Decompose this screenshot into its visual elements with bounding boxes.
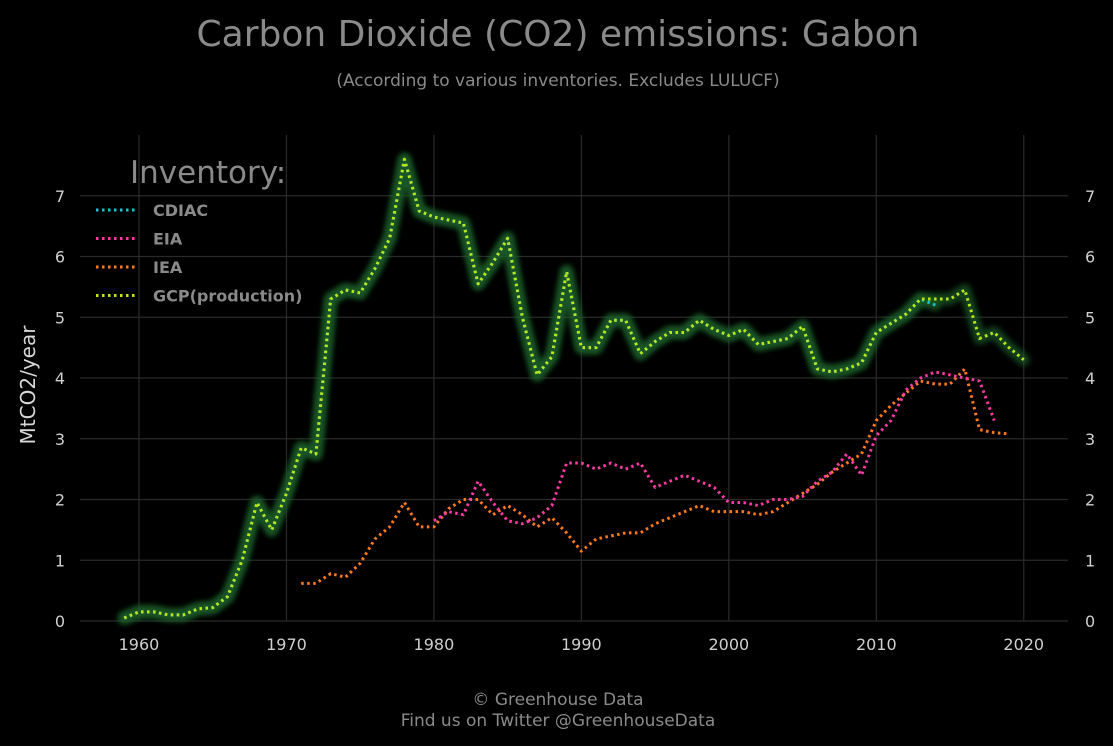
x-tick-label: 2020 bbox=[1003, 635, 1044, 654]
legend: Inventory: CDIAC EIA IEA GCP(production) bbox=[96, 155, 302, 306]
x-tick-label: 1980 bbox=[414, 635, 455, 654]
y-tick-label-right: 6 bbox=[1085, 248, 1095, 267]
legend-label-eia: EIA bbox=[153, 230, 183, 249]
legend-label-gcp-production: GCP(production) bbox=[153, 287, 302, 306]
x-tick-label: 1990 bbox=[561, 635, 602, 654]
y-tick-label-left: 5 bbox=[55, 308, 65, 327]
y-tick-label-left: 4 bbox=[55, 369, 65, 388]
y-tick-label-right: 2 bbox=[1085, 491, 1095, 510]
legend-title: Inventory: bbox=[130, 155, 286, 191]
legend-label-cdiac: CDIAC bbox=[153, 201, 208, 220]
y-tick-label-right: 1 bbox=[1085, 551, 1095, 570]
y-tick-label-right: 5 bbox=[1085, 308, 1095, 327]
footer-twitter: Find us on Twitter @GreenhouseData bbox=[401, 711, 716, 731]
y-axis-label: MtCO2/year bbox=[16, 325, 40, 445]
series-line-gcp-production bbox=[123, 157, 1025, 620]
y-tick-label-left: 7 bbox=[55, 187, 65, 206]
y-tick-label-left: 0 bbox=[55, 612, 65, 631]
y-tick-label-right: 3 bbox=[1085, 430, 1095, 449]
axis-ticks: 0 0 1 1 2 2 3 3 4 4 5 5 6 6 7 7 1960 1970 1980 1990 2000 2010… bbox=[55, 187, 1095, 654]
y-tick-label-right: 4 bbox=[1085, 369, 1095, 388]
y-tick-label-left: 3 bbox=[55, 430, 65, 449]
chart-subtitle: (According to various inventories. Exclu… bbox=[336, 71, 779, 91]
series-line-iea bbox=[301, 367, 1010, 585]
x-tick-label: 2010 bbox=[856, 635, 897, 654]
series-line-eia bbox=[433, 370, 996, 526]
y-tick-label-right: 0 bbox=[1085, 612, 1095, 631]
series-glow bbox=[118, 153, 1030, 624]
y-tick-label-right: 7 bbox=[1085, 187, 1095, 206]
y-tick-label-left: 2 bbox=[55, 491, 65, 510]
y-tick-label-left: 6 bbox=[55, 248, 65, 267]
y-tick-label-left: 1 bbox=[55, 551, 65, 570]
legend-label-iea: IEA bbox=[153, 258, 183, 277]
x-tick-label: 2000 bbox=[708, 635, 749, 654]
x-tick-label: 1970 bbox=[266, 635, 307, 654]
x-tick-label: 1960 bbox=[119, 635, 160, 654]
footer-copyright: © Greenhouse Data bbox=[472, 690, 643, 710]
chart-title: Carbon Dioxide (CO2) emissions: Gabon bbox=[197, 14, 920, 55]
series-lines bbox=[118, 153, 1030, 624]
